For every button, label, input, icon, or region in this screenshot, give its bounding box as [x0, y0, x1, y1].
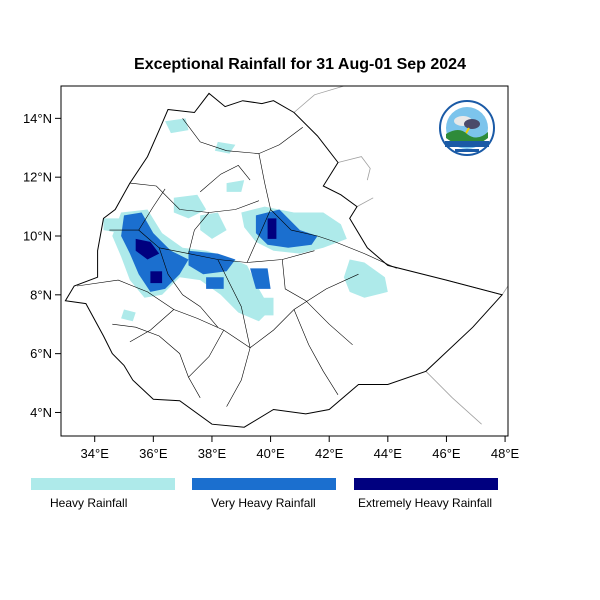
- y-tick-label: 8°N: [30, 287, 52, 302]
- rain-area-level-1: [214, 141, 236, 154]
- region-border: [112, 323, 201, 398]
- x-tick-label: 46°E: [432, 446, 461, 461]
- ethiopia-outline: [64, 92, 504, 428]
- region-border: [182, 118, 303, 154]
- region-border: [188, 329, 224, 378]
- rain-area-level-1: [200, 212, 227, 239]
- region-border: [200, 165, 251, 193]
- rain-area-level-2: [188, 250, 236, 275]
- region-border: [109, 229, 315, 263]
- x-tick-label: 40°E: [256, 446, 285, 461]
- region-border: [293, 309, 339, 395]
- region-border: [138, 188, 166, 231]
- rain-area-level-3: [267, 218, 277, 239]
- x-tick-label: 44°E: [374, 446, 403, 461]
- rain-area-level-1: [226, 180, 245, 192]
- y-tick-label: 6°N: [30, 346, 52, 361]
- x-tick-label: 36°E: [139, 446, 168, 461]
- legend-label: Very Heavy Rainfall: [211, 496, 316, 510]
- region-border: [158, 247, 219, 328]
- region-border: [258, 153, 336, 243]
- rain-area-level-3: [135, 238, 160, 260]
- x-tick-label: 42°E: [315, 446, 344, 461]
- x-tick-label: 34°E: [81, 446, 110, 461]
- region-borders: [77, 118, 397, 407]
- map-title: Exceptional Rainfall for 31 Aug-01 Sep 2…: [134, 56, 466, 73]
- legend: Heavy Rainfall Very Heavy Rainfall Extreme…: [31, 478, 498, 510]
- region-border: [129, 182, 260, 213]
- neighbor-border: [337, 156, 371, 181]
- rain-area-level-2: [206, 277, 224, 289]
- y-tick-label: 10°N: [23, 229, 52, 244]
- legend-swatch: [31, 478, 175, 490]
- neighbor-border: [425, 371, 482, 425]
- plot-frame: [60, 85, 509, 437]
- neighbor-border: [356, 197, 374, 207]
- rain-area-level-1: [173, 194, 207, 219]
- region-border: [129, 309, 174, 343]
- rain-area-level-1: [165, 118, 189, 134]
- region-border: [246, 209, 271, 263]
- y-tick-label: 4°N: [30, 405, 52, 420]
- legend-label: Heavy Rainfall: [50, 496, 127, 510]
- region-border: [217, 259, 251, 407]
- legend-swatch: [192, 478, 336, 490]
- y-axis: 4°N 6°N 8°N 10°N 12°N 14°N: [23, 111, 61, 420]
- rain-area-level-2: [250, 268, 271, 289]
- x-tick-label: 38°E: [198, 446, 227, 461]
- rain-area-level-3: [150, 271, 163, 284]
- region-border: [282, 259, 353, 346]
- legend-swatch: [354, 478, 498, 490]
- meteorology-agency-logo: [439, 100, 495, 156]
- y-tick-label: 14°N: [23, 111, 52, 126]
- x-tick-label: 48°E: [491, 446, 520, 461]
- rain-area-level-1: [343, 259, 388, 298]
- legend-label: Extremely Heavy Rainfall: [358, 496, 492, 510]
- rain-area-level-1: [103, 218, 122, 234]
- x-axis: 34°E 36°E 38°E 40°E 42°E 44°E 46°E 48°E: [81, 436, 520, 461]
- y-tick-label: 12°N: [23, 170, 52, 185]
- region-border: [188, 212, 210, 254]
- rainfall-areas: [103, 118, 388, 322]
- rain-area-level-1: [121, 309, 136, 322]
- rain-area-level-1: [253, 297, 274, 316]
- neighbor-border: [293, 86, 345, 113]
